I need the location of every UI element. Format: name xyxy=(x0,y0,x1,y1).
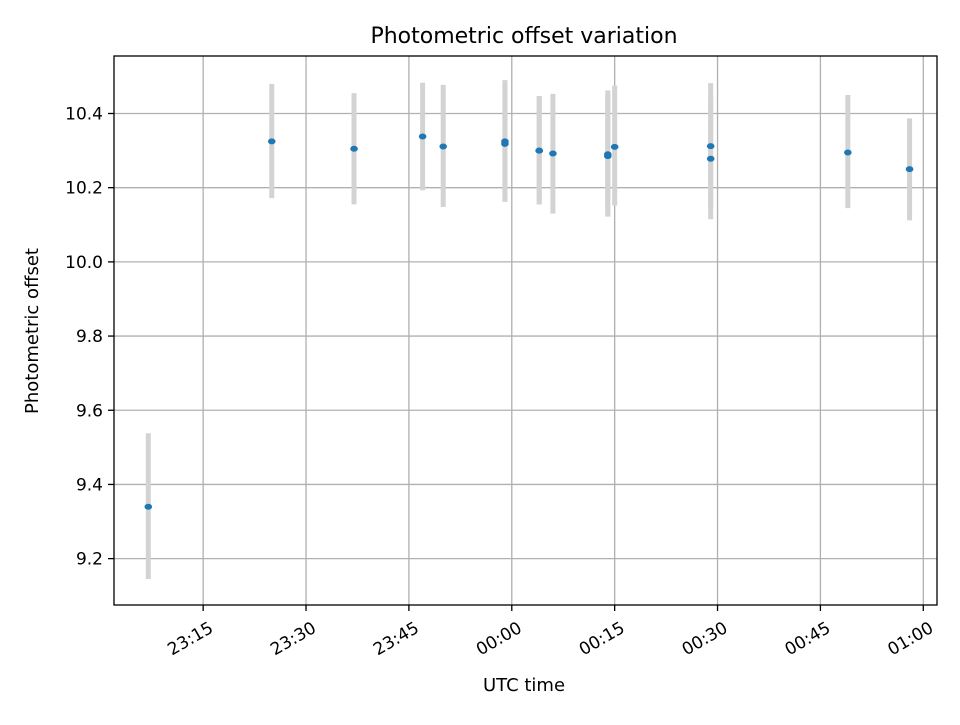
data-point xyxy=(144,503,153,510)
y-tick-label: 9.2 xyxy=(76,550,103,570)
x-tick-label: 01:00 xyxy=(885,618,937,660)
y-axis-label: Photometric offset xyxy=(22,248,43,414)
data-point xyxy=(549,150,557,157)
data-point xyxy=(535,147,544,154)
x-tick-label: 23:30 xyxy=(267,618,319,660)
y-tick-label: 10.2 xyxy=(65,179,103,199)
plot-frame xyxy=(113,55,938,606)
data-point xyxy=(439,143,448,150)
plot-area xyxy=(113,55,938,606)
x-tick-label: 00:00 xyxy=(473,618,525,660)
y-tick-label: 9.4 xyxy=(76,475,103,495)
y-tick-label: 9.8 xyxy=(76,327,103,347)
y-tick-label: 10.0 xyxy=(65,253,103,273)
x-tick-label: 23:45 xyxy=(370,618,422,660)
x-tick-label: 23:15 xyxy=(164,618,216,660)
data-point xyxy=(905,166,914,173)
x-tick-label: 00:45 xyxy=(782,618,834,660)
data-point xyxy=(267,138,276,145)
chart-title: Photometric offset variation xyxy=(370,24,677,49)
data-point xyxy=(844,149,852,156)
error-bars xyxy=(145,80,913,580)
y-tick-label: 10.4 xyxy=(65,104,103,124)
x-tick-label: 00:30 xyxy=(679,618,731,660)
x-axis-label: UTC time xyxy=(483,675,565,696)
grid xyxy=(114,56,937,605)
data-point xyxy=(418,133,427,140)
data-point xyxy=(501,140,509,147)
data-point xyxy=(604,151,612,158)
data-point xyxy=(706,143,715,150)
data-point xyxy=(706,155,715,162)
y-axis-ticks: 9.2 9.4 9.6 9.8 10.0 10.2 10.4 xyxy=(65,104,114,570)
data-points xyxy=(144,133,914,510)
y-tick-label: 9.6 xyxy=(76,401,103,421)
x-tick-label: 00:15 xyxy=(576,618,628,660)
data-point xyxy=(610,143,619,150)
x-axis-ticks: 23:15 23:30 23:45 00:00 00:15 00:30 00:45 01:00 xyxy=(164,605,937,660)
data-point xyxy=(350,145,358,152)
